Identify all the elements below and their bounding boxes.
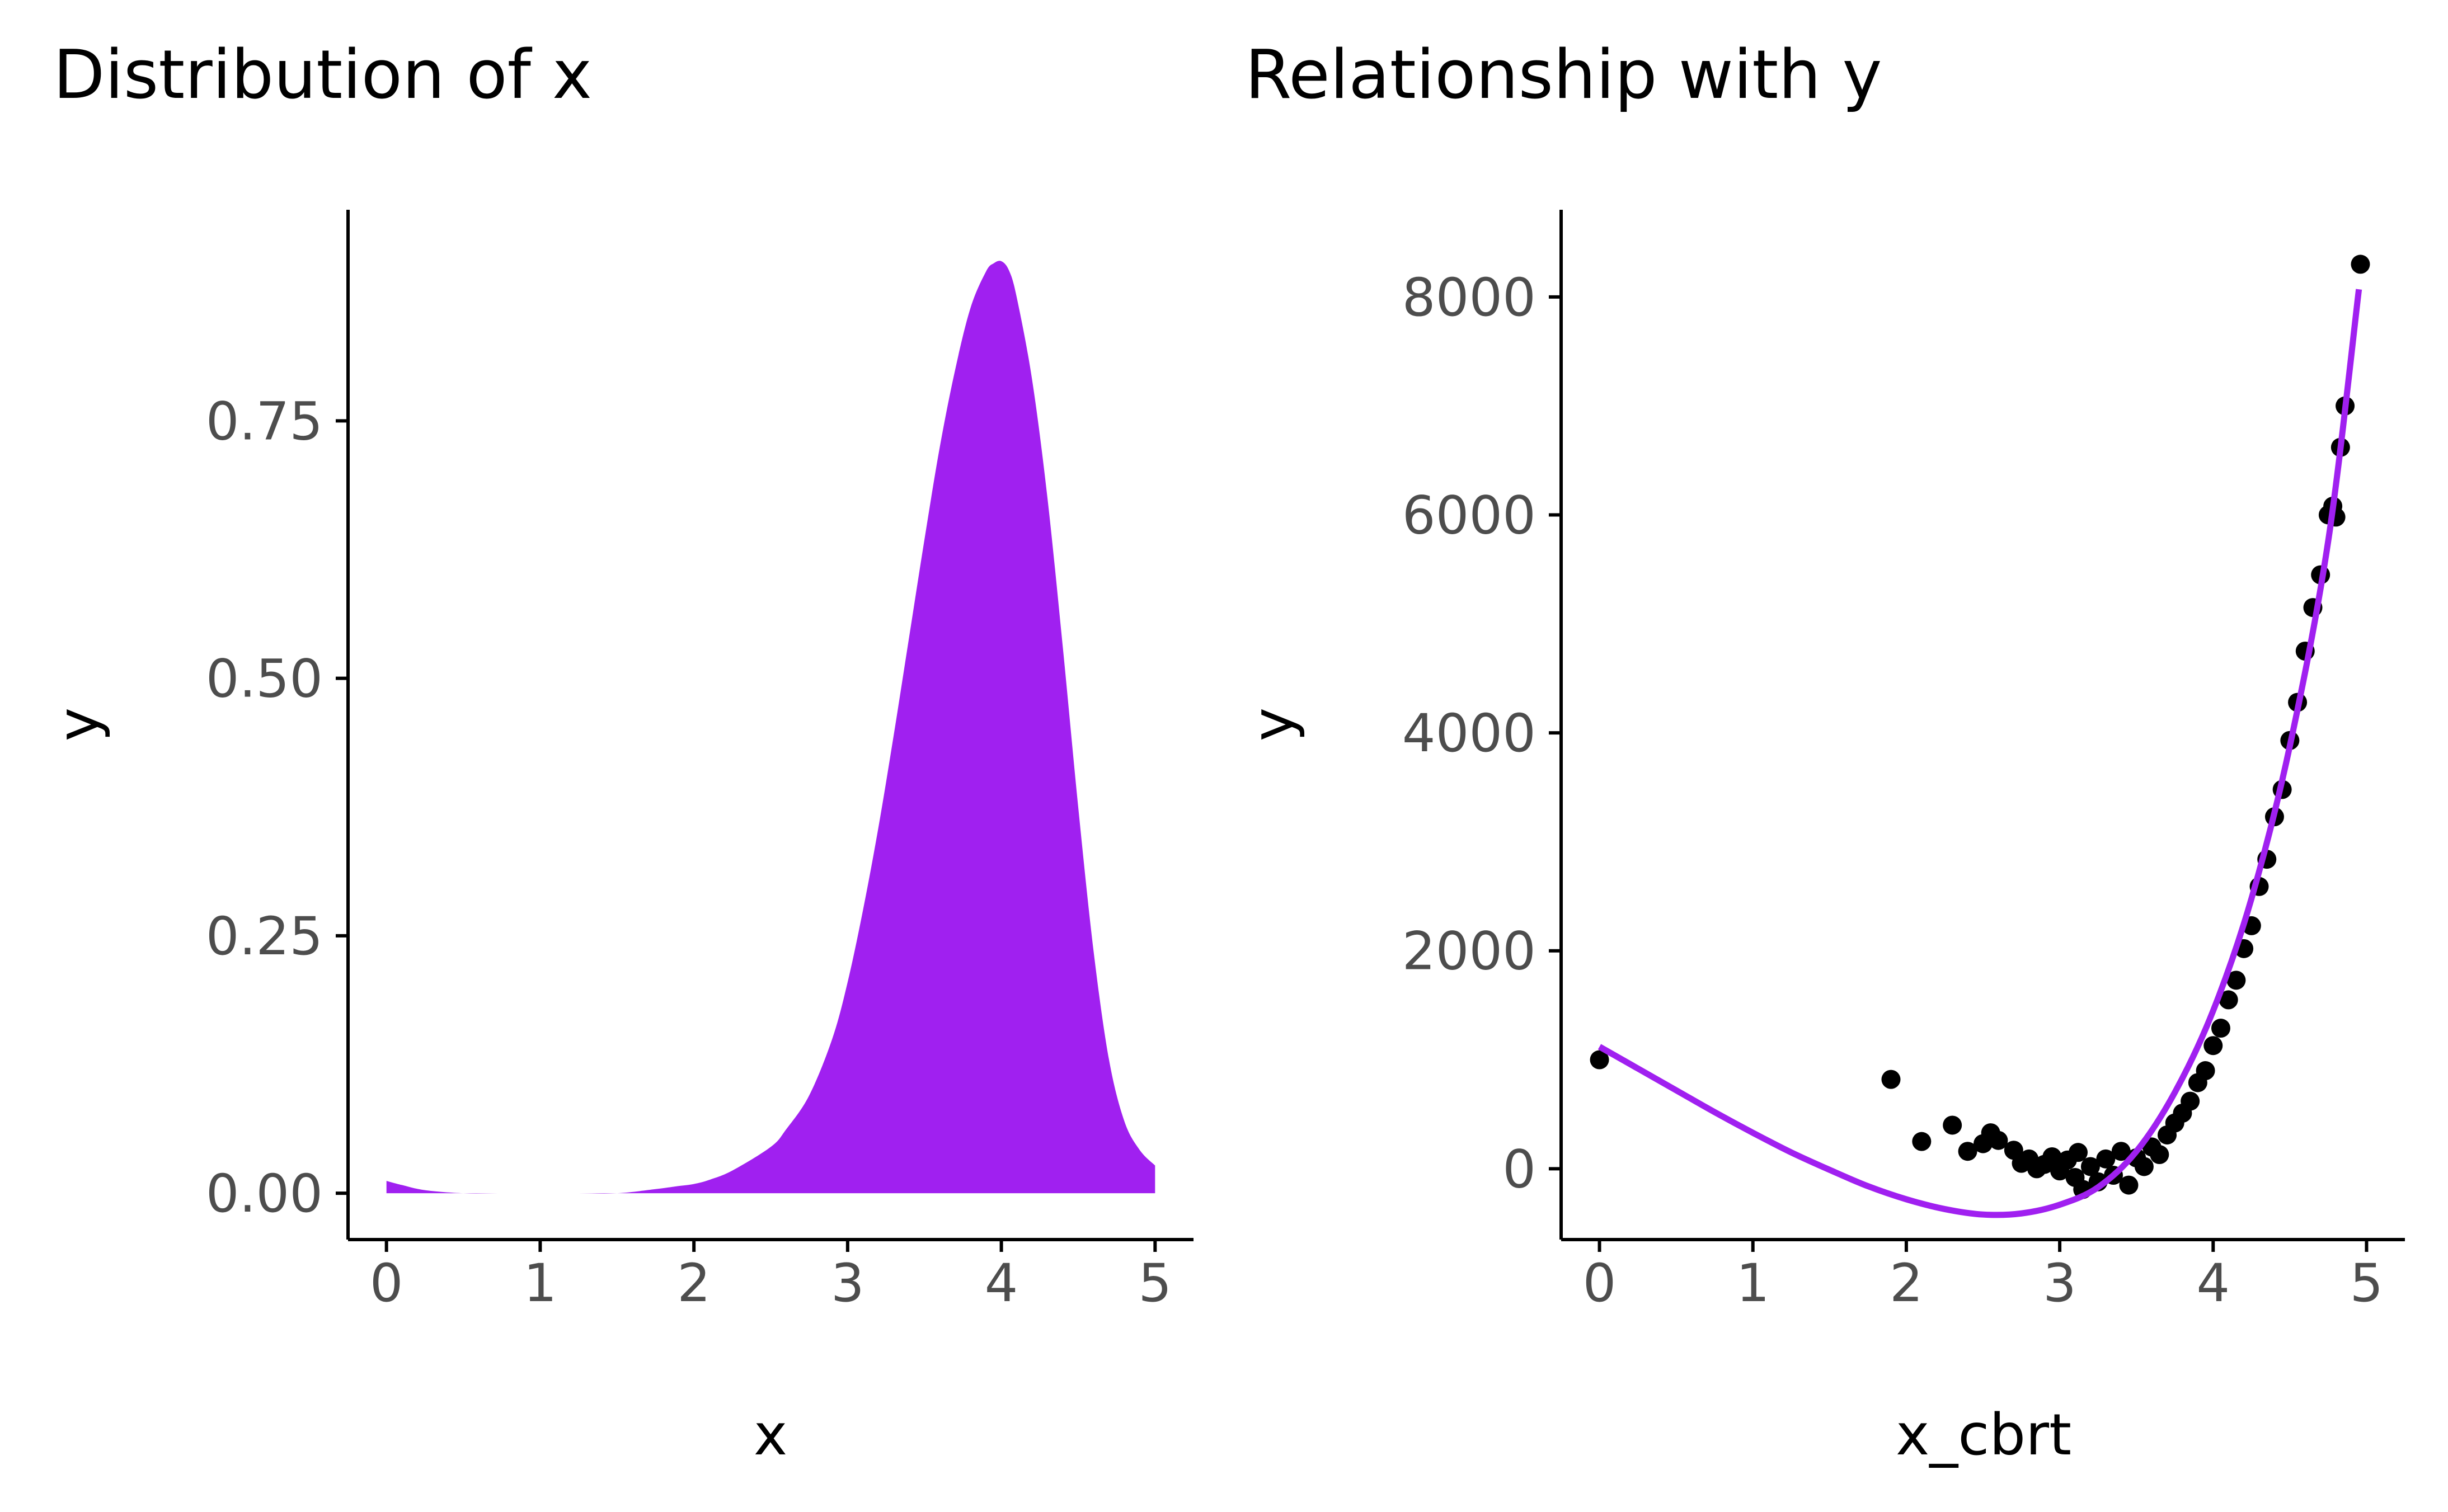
scatter-x-tick-label: 4 [2196,1253,2230,1314]
density-area [386,261,1155,1194]
scatter-point [2119,1175,2139,1195]
scatter-y-ticks: 0 2000 4000 6000 8000 [1402,267,1561,1200]
scatter-point [1989,1131,2008,1150]
density-panel: Distribution of x 0 1 2 3 4 5 0.00 0.25 0.50 0.7… [45,36,1194,1468]
scatter-panel-title: Relationship with y [1245,36,1882,114]
scatter-point [2226,971,2246,990]
scatter-x-ticks: 0 1 2 3 4 5 [1583,1240,2384,1314]
density-y-tick-label: 0.50 [206,649,323,710]
scatter-point [2219,990,2238,1010]
scatter-point [1590,1050,1609,1070]
scatter-point [2068,1143,2088,1162]
scatter-point [2111,1142,2131,1161]
scatter-point [2181,1091,2200,1111]
density-panel-title: Distribution of x [53,36,592,114]
scatter-plot-area [1590,255,2370,1218]
scatter-y-tick-label: 4000 [1402,703,1536,764]
density-x-tick-label: 0 [370,1253,403,1314]
density-y-tick-label: 0.25 [206,906,323,967]
density-x-ticks: 0 1 2 3 4 5 [370,1240,1172,1314]
scatter-point [1881,1070,1901,1089]
scatter-x-tick-label: 2 [1890,1253,1923,1314]
scatter-point [2150,1145,2169,1165]
density-x-tick-label: 1 [524,1253,557,1314]
scatter-panel: Relationship with y 0 1 2 3 4 5 0 2000 4000 6000… [1240,36,2405,1468]
density-y-tick-label: 0.75 [206,391,323,452]
scatter-point [2080,1157,2100,1176]
density-x-tick-label: 5 [1138,1253,1172,1314]
scatter-x-tick-label: 5 [2350,1253,2384,1314]
density-x-axis-title: x [754,1402,787,1468]
scatter-point [2196,1061,2215,1081]
scatter-y-tick-label: 8000 [1402,267,1536,328]
scatter-y-tick-label: 6000 [1402,485,1536,546]
scatter-point [1958,1142,1977,1161]
scatter-point [1943,1115,1962,1135]
scatter-x-axis-title: x_cbrt [1896,1402,2071,1468]
density-y-tick-label: 0.00 [206,1164,323,1224]
scatter-y-axis-title: y [1240,708,1307,741]
scatter-x-tick-label: 0 [1583,1253,1617,1314]
scatter-y-tick-label: 2000 [1402,921,1536,982]
fit-line [1597,289,2362,1218]
scatter-point [2042,1147,2062,1166]
scatter-point [2351,255,2370,274]
scatter-point [2203,1036,2223,1056]
scatter-point [2211,1019,2230,1038]
scatter-point [1912,1132,1932,1151]
density-plot-area [386,261,1155,1194]
density-x-tick-label: 2 [677,1253,711,1314]
density-x-tick-label: 4 [985,1253,1018,1314]
density-y-axis-title: y [45,708,112,741]
scatter-point [2096,1149,2116,1169]
scatter-x-tick-label: 1 [1736,1253,1770,1314]
scatter-y-tick-label: 0 [1502,1139,1536,1200]
density-y-ticks: 0.00 0.25 0.50 0.75 [206,391,348,1224]
scatter-x-tick-label: 3 [2043,1253,2076,1314]
scatter-point [2134,1157,2154,1176]
density-x-tick-label: 3 [831,1253,864,1314]
